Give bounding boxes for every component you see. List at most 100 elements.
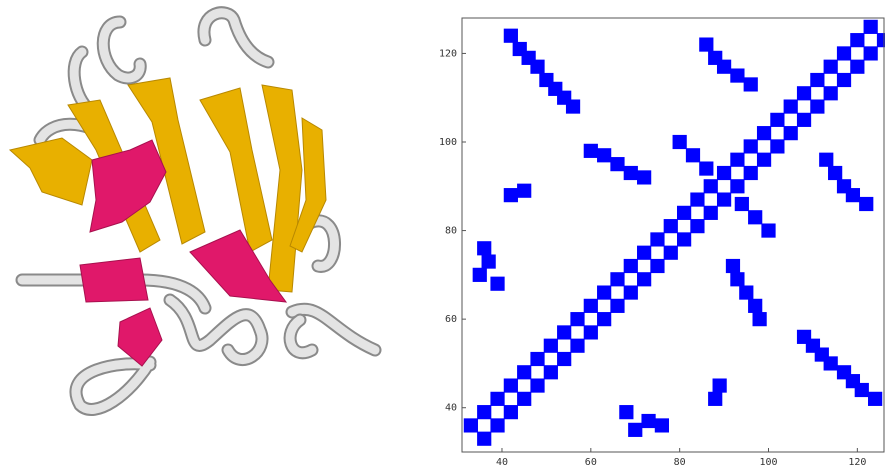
contact-point: [637, 170, 651, 184]
contact-point: [748, 299, 762, 313]
contact-point: [739, 285, 753, 299]
contact-point: [753, 312, 767, 326]
contact-point: [797, 113, 811, 127]
contact-point: [624, 166, 638, 180]
contact-point: [637, 246, 651, 260]
contact-point: [677, 232, 691, 246]
contact-point: [717, 60, 731, 74]
contact-point: [735, 197, 749, 211]
x-tick-label: 60: [585, 457, 597, 468]
contact-point: [744, 139, 758, 153]
contact-point: [708, 392, 722, 406]
contact-point: [610, 272, 624, 286]
contact-point: [717, 192, 731, 206]
contact-point: [610, 299, 624, 313]
contact-point: [784, 126, 798, 140]
contact-point: [597, 285, 611, 299]
y-tick-label: 80: [445, 226, 457, 237]
contact-point: [619, 405, 633, 419]
contact-point: [530, 60, 544, 74]
contact-point: [699, 161, 713, 175]
contact-point: [655, 418, 669, 432]
contact-point: [837, 365, 851, 379]
contact-point: [517, 184, 531, 198]
contact-point: [690, 219, 704, 233]
contact-point: [699, 37, 713, 51]
contact-point: [748, 210, 762, 224]
contact-point: [686, 148, 700, 162]
contact-point: [504, 378, 518, 392]
contact-point: [517, 365, 531, 379]
contact-point: [730, 272, 744, 286]
contact-point: [690, 192, 704, 206]
contact-point: [726, 259, 740, 273]
contact-point: [544, 339, 558, 353]
y-tick-label: 40: [445, 403, 457, 414]
contact-point: [504, 405, 518, 419]
contact-point: [744, 77, 758, 91]
contact-point: [868, 392, 882, 406]
contact-point: [624, 285, 638, 299]
contact-point: [761, 223, 775, 237]
contact-point: [517, 392, 531, 406]
beta-sheet: [10, 78, 326, 292]
contact-point: [530, 352, 544, 366]
contact-point: [637, 272, 651, 286]
contact-point: [664, 219, 678, 233]
contact-point: [584, 144, 598, 158]
contact-point: [504, 29, 518, 43]
contact-point: [744, 166, 758, 180]
contact-point: [570, 339, 584, 353]
contact-point: [597, 312, 611, 326]
contact-point: [597, 148, 611, 162]
contact-point: [530, 378, 544, 392]
contact-point: [828, 166, 842, 180]
x-tick-label: 40: [496, 457, 508, 468]
figure: 40 60 80 100 120 40 60 80 100 120: [0, 0, 885, 469]
contact-point: [704, 206, 718, 220]
contact-point: [628, 423, 642, 437]
y-tick-label: 60: [445, 314, 457, 325]
contact-point: [504, 188, 518, 202]
contact-point: [837, 73, 851, 87]
x-tick-label: 80: [674, 457, 686, 468]
y-tick-label: 100: [439, 137, 457, 148]
protein-ribbon: [10, 13, 375, 410]
contact-point: [624, 259, 638, 273]
contact-point: [650, 232, 664, 246]
contact-point: [717, 166, 731, 180]
contact-point: [819, 153, 833, 167]
contact-point: [570, 312, 584, 326]
contact-point: [464, 418, 478, 432]
contact-point: [544, 365, 558, 379]
x-tick-label: 120: [848, 457, 866, 468]
contact-point: [477, 405, 491, 419]
contact-point: [557, 325, 571, 339]
contact-point: [482, 254, 496, 268]
contact-point: [810, 99, 824, 113]
contact-point: [770, 139, 784, 153]
y-tick-label: 120: [439, 48, 457, 59]
contact-point: [584, 299, 598, 313]
contact-point: [757, 153, 771, 167]
contact-point: [824, 86, 838, 100]
contact-point: [490, 418, 504, 432]
contact-point: [566, 99, 580, 113]
contact-point: [490, 277, 504, 291]
x-tick-label: 100: [759, 457, 777, 468]
contact-point: [673, 135, 687, 149]
contact-point: [837, 179, 851, 193]
contact-point: [810, 73, 824, 87]
contact-point: [850, 33, 864, 47]
contact-point: [730, 153, 744, 167]
contact-point: [730, 68, 744, 82]
contact-point: [650, 259, 664, 273]
contact-point: [784, 99, 798, 113]
contact-point: [477, 432, 491, 446]
contact-point: [864, 46, 878, 60]
contact-point: [557, 352, 571, 366]
contact-point: [757, 126, 771, 140]
contact-point: [864, 20, 878, 34]
contact-point: [664, 246, 678, 260]
contact-point: [859, 197, 873, 211]
